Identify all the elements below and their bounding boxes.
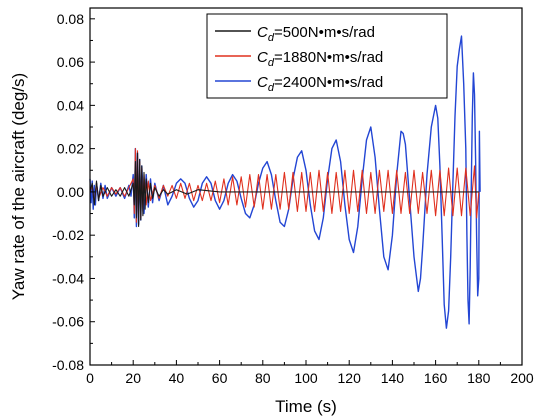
y-tick-label: 0.02 — [57, 141, 84, 157]
legend: Cd=500N•m•s/rad Cd=1880N•m•s/rad Cd=2400N•… — [206, 13, 448, 99]
y-tick-label: 0.06 — [57, 54, 84, 70]
x-tick-label: 0 — [86, 370, 94, 386]
y-tick-label: 0.08 — [57, 11, 84, 27]
y-tick-label: -0.06 — [52, 314, 84, 330]
y-tick-label: -0.08 — [52, 357, 84, 373]
y-tick-label: -0.02 — [52, 227, 84, 243]
x-axis-title: Time (s) — [275, 397, 337, 416]
x-tick-label: 20 — [125, 370, 141, 386]
y-tick-label: 0.04 — [57, 97, 84, 113]
series-line-1 — [89, 148, 480, 223]
x-tick-label: 160 — [424, 370, 448, 386]
x-tick-label: 180 — [467, 370, 491, 386]
x-tick-label: 100 — [294, 370, 318, 386]
legend-label-1: Cd=1880N•m•s/rad — [257, 49, 383, 69]
x-tick-label: 120 — [338, 370, 362, 386]
y-axis-title: Yaw rate of the aircraft (deg/s) — [9, 73, 28, 300]
x-tick-label: 140 — [381, 370, 405, 386]
ticks-layer: 0 20 40 60 80 100 120 140 160 180 200 -0.08 -0.06 -0.… — [52, 11, 534, 386]
y-tick-label: 0.00 — [57, 184, 84, 200]
x-tick-label: 200 — [510, 370, 534, 386]
x-tick-label: 40 — [169, 370, 185, 386]
legend-label-2: Cd=2400N•m•s/rad — [257, 74, 383, 94]
legend-label-0: Cd=500N•m•s/rad — [257, 24, 375, 44]
x-tick-label: 80 — [255, 370, 271, 386]
y-tick-label: -0.04 — [52, 270, 84, 286]
series-layer — [89, 35, 481, 329]
series-line-0 — [89, 152, 479, 228]
x-tick-label: 60 — [212, 370, 228, 386]
